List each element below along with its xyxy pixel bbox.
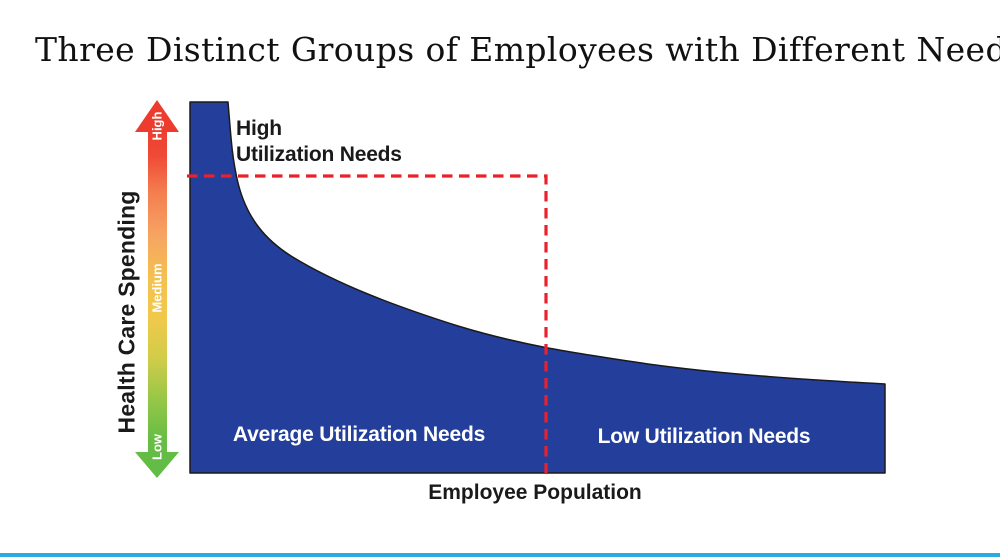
y-scale-medium-label: Medium: [149, 263, 165, 313]
bottom-accent-bar: [0, 553, 1000, 557]
high-utilization-label-line1: High: [236, 117, 282, 140]
low-utilization-label: Low Utilization Needs: [597, 425, 811, 448]
high-utilization-label: High Utilization Needs: [236, 116, 402, 168]
threshold-dashed-line: [187, 174, 548, 473]
y-axis-label: Health Care Spending: [113, 190, 140, 434]
page-title: Three Distinct Groups of Employees with …: [35, 30, 1000, 69]
y-scale-high-label: High: [149, 111, 165, 141]
high-utilization-label-line2: Utilization Needs: [236, 143, 402, 166]
arrow-head-down-icon: [135, 452, 179, 478]
y-scale-low-label: Low: [149, 434, 165, 460]
spending-gradient-arrow-icon: [135, 100, 179, 478]
arrow-shaft: [148, 126, 167, 458]
average-utilization-label: Average Utilization Needs: [232, 423, 486, 446]
arrow-head-up-icon: [135, 100, 179, 132]
x-axis-label: Employee Population: [428, 481, 642, 504]
spending-curve-area: [189, 101, 886, 474]
